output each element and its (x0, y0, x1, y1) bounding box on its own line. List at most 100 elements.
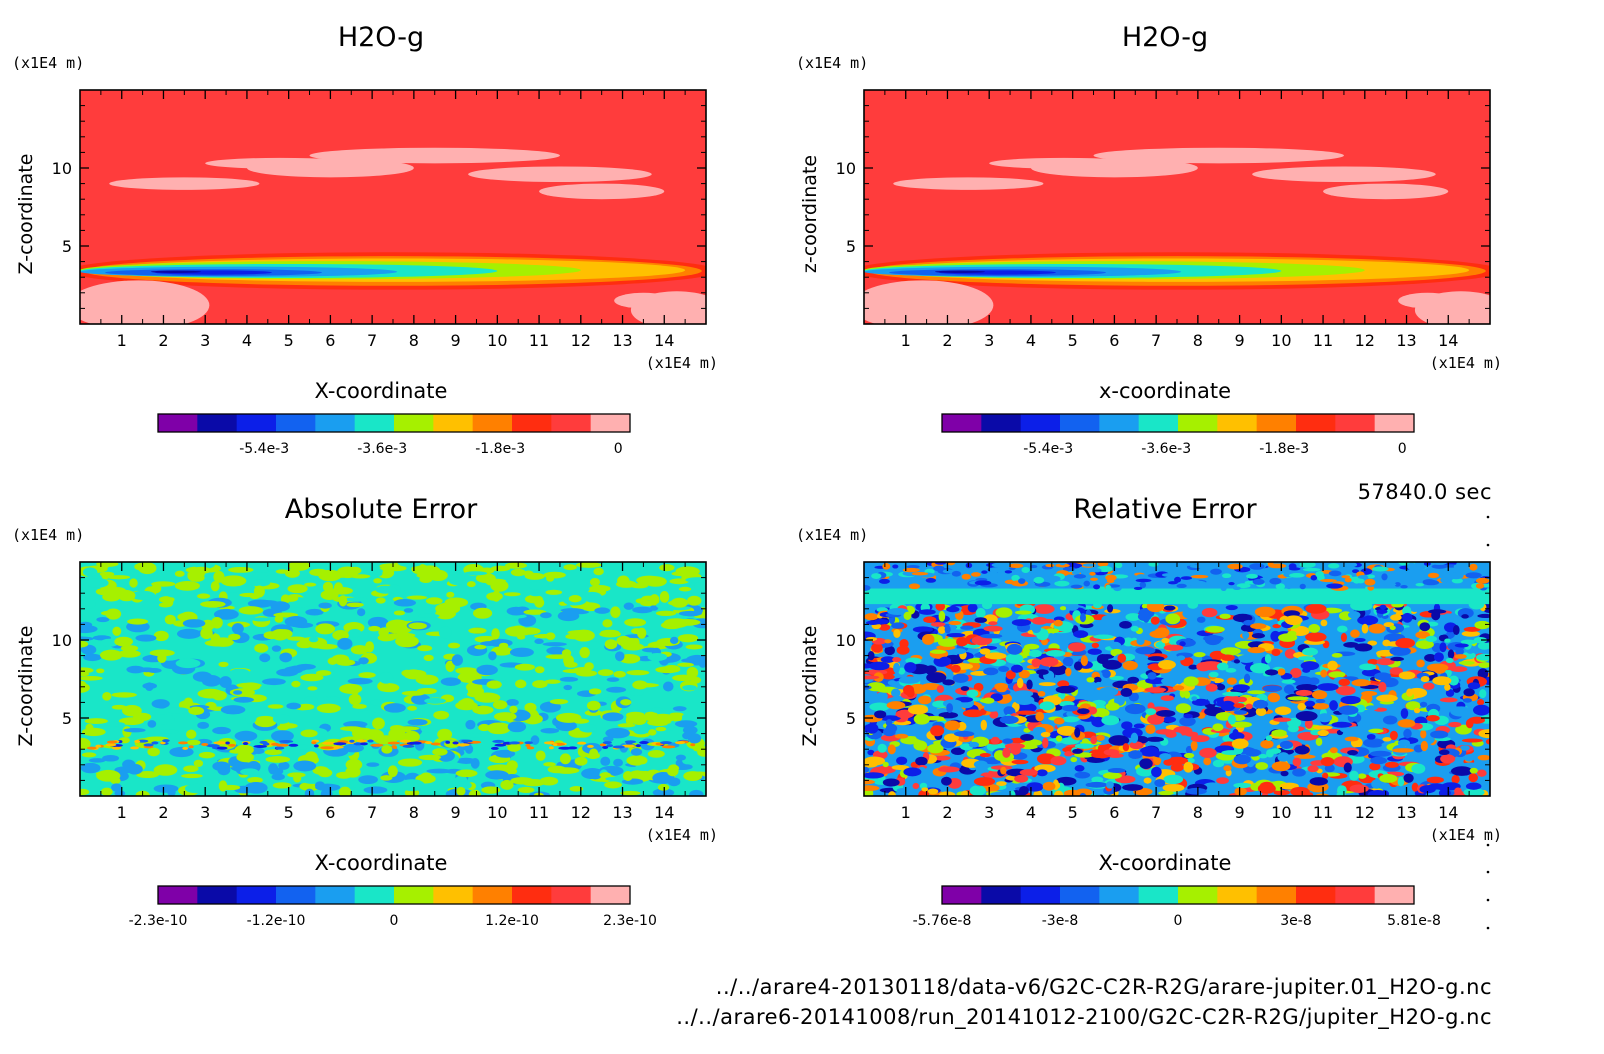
error-blob (655, 610, 677, 617)
error-blob (206, 744, 220, 748)
error-blob (1105, 584, 1112, 591)
error-blob (279, 739, 294, 743)
error-blob (629, 756, 645, 766)
error-blob (136, 771, 160, 779)
error-blob (399, 739, 412, 743)
error-blob (417, 645, 433, 652)
error-blob (1004, 743, 1025, 750)
error-blob (1328, 570, 1342, 577)
error-blob (1191, 574, 1209, 579)
x-tick-label: 12 (1355, 331, 1375, 350)
error-blob (1223, 765, 1232, 772)
colorbar-swatch (1296, 414, 1336, 432)
error-blob (1003, 706, 1015, 715)
x-tick-label: 1 (901, 331, 911, 350)
error-blob (213, 608, 239, 620)
error-blob (1053, 790, 1064, 796)
error-blob (1340, 695, 1361, 705)
error-blob (151, 699, 170, 709)
error-blob (602, 741, 612, 745)
error-blob (1354, 637, 1366, 642)
error-blob (96, 668, 105, 674)
error-blob (1368, 728, 1384, 734)
error-blob (473, 607, 493, 619)
error-blob (864, 663, 874, 669)
error-blob (1097, 562, 1109, 567)
error-blob (1431, 564, 1448, 569)
x-tick-label: 5 (284, 331, 294, 350)
error-blob (407, 705, 418, 711)
error-blob (1317, 683, 1339, 691)
error-blob (534, 666, 545, 674)
error-blob (685, 577, 706, 583)
error-blob (494, 743, 507, 747)
error-blob (506, 698, 519, 707)
error-blob (1004, 570, 1013, 574)
error-blob (622, 642, 644, 651)
error-blob (339, 726, 363, 731)
error-blob (1216, 777, 1229, 784)
error-blob (182, 746, 189, 750)
error-blob (80, 644, 97, 655)
error-blob (303, 696, 318, 703)
error-blob (1016, 677, 1024, 689)
error-blob (1147, 714, 1165, 725)
error-blob (1108, 735, 1130, 746)
error-blob (114, 790, 126, 796)
error-blob (183, 697, 193, 707)
error-blob (491, 646, 513, 656)
error-blob (1441, 567, 1459, 573)
error-blob (1086, 757, 1105, 763)
error-blob (1216, 683, 1226, 691)
error-blob (1348, 611, 1361, 619)
error-blob (1122, 784, 1144, 791)
error-blob (233, 696, 254, 703)
error-blob (915, 756, 928, 766)
error-blob (1210, 568, 1222, 575)
error-blob (1474, 620, 1490, 630)
error-blob (81, 752, 97, 758)
error-blob (1031, 658, 1041, 668)
error-blob (383, 703, 406, 713)
colorbar-frame (157, 413, 631, 433)
error-blob (288, 665, 307, 672)
error-blob (184, 783, 209, 794)
error-blob (147, 720, 157, 728)
error-blob (1469, 563, 1478, 571)
error-blob (456, 786, 466, 796)
error-blob (938, 711, 959, 719)
x-tick-label: 12 (1355, 803, 1375, 822)
error-blob (1425, 635, 1438, 642)
error-blob (1317, 729, 1329, 737)
error-blob (236, 752, 254, 763)
error-blob (893, 629, 901, 638)
error-blob (1265, 735, 1273, 741)
error-blob (1433, 652, 1444, 662)
error-blob (1458, 660, 1475, 665)
error-blob (1308, 623, 1321, 633)
error-blob (990, 736, 1000, 745)
error-blob (988, 621, 998, 626)
error-blob (1277, 668, 1286, 676)
error-blob (973, 760, 988, 769)
error-blob (490, 565, 511, 572)
error-blob (272, 714, 291, 724)
error-blob (1103, 749, 1120, 756)
colorbar-frame (157, 885, 631, 905)
error-blob (356, 739, 368, 743)
error-blob (1015, 710, 1037, 715)
error-blob (892, 564, 899, 569)
colorbar-tick-label: -1.8e-3 (475, 441, 525, 457)
error-blob (1185, 745, 1193, 754)
error-blob (888, 791, 896, 796)
error-blob (198, 751, 216, 759)
error-blob (448, 567, 466, 573)
error-blob (129, 578, 138, 588)
error-blob (1193, 652, 1206, 658)
error-blob (1320, 756, 1335, 767)
error-blob (1348, 726, 1370, 733)
error-blob (1072, 748, 1083, 754)
error-blob (372, 717, 385, 730)
x-tick-label: 5 (284, 803, 294, 822)
